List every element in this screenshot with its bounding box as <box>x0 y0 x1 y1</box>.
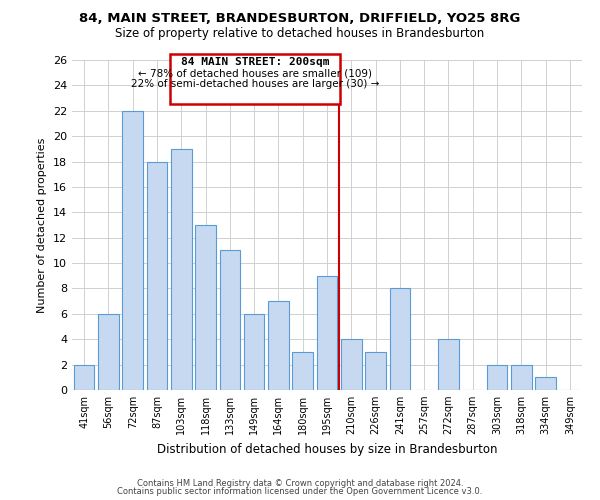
Bar <box>98 314 119 390</box>
Bar <box>389 288 410 390</box>
Text: ← 78% of detached houses are smaller (109): ← 78% of detached houses are smaller (10… <box>139 68 373 78</box>
Text: Contains public sector information licensed under the Open Government Licence v3: Contains public sector information licen… <box>118 487 482 496</box>
Bar <box>365 352 386 390</box>
Text: Size of property relative to detached houses in Brandesburton: Size of property relative to detached ho… <box>115 28 485 40</box>
Bar <box>146 162 167 390</box>
Bar <box>171 149 191 390</box>
Bar <box>341 339 362 390</box>
Bar <box>511 364 532 390</box>
Bar <box>122 111 143 390</box>
Bar <box>268 301 289 390</box>
Bar <box>535 378 556 390</box>
Y-axis label: Number of detached properties: Number of detached properties <box>37 138 47 312</box>
Bar <box>74 364 94 390</box>
Bar <box>487 364 508 390</box>
Text: 84, MAIN STREET, BRANDESBURTON, DRIFFIELD, YO25 8RG: 84, MAIN STREET, BRANDESBURTON, DRIFFIEL… <box>79 12 521 26</box>
Bar <box>220 250 240 390</box>
FancyBboxPatch shape <box>170 54 340 104</box>
X-axis label: Distribution of detached houses by size in Brandesburton: Distribution of detached houses by size … <box>157 442 497 456</box>
Text: 22% of semi-detached houses are larger (30) →: 22% of semi-detached houses are larger (… <box>131 79 380 89</box>
Bar <box>317 276 337 390</box>
Bar <box>195 225 216 390</box>
Bar <box>244 314 265 390</box>
Bar <box>292 352 313 390</box>
Bar <box>438 339 459 390</box>
Text: 84 MAIN STREET: 200sqm: 84 MAIN STREET: 200sqm <box>181 57 329 67</box>
Text: Contains HM Land Registry data © Crown copyright and database right 2024.: Contains HM Land Registry data © Crown c… <box>137 478 463 488</box>
